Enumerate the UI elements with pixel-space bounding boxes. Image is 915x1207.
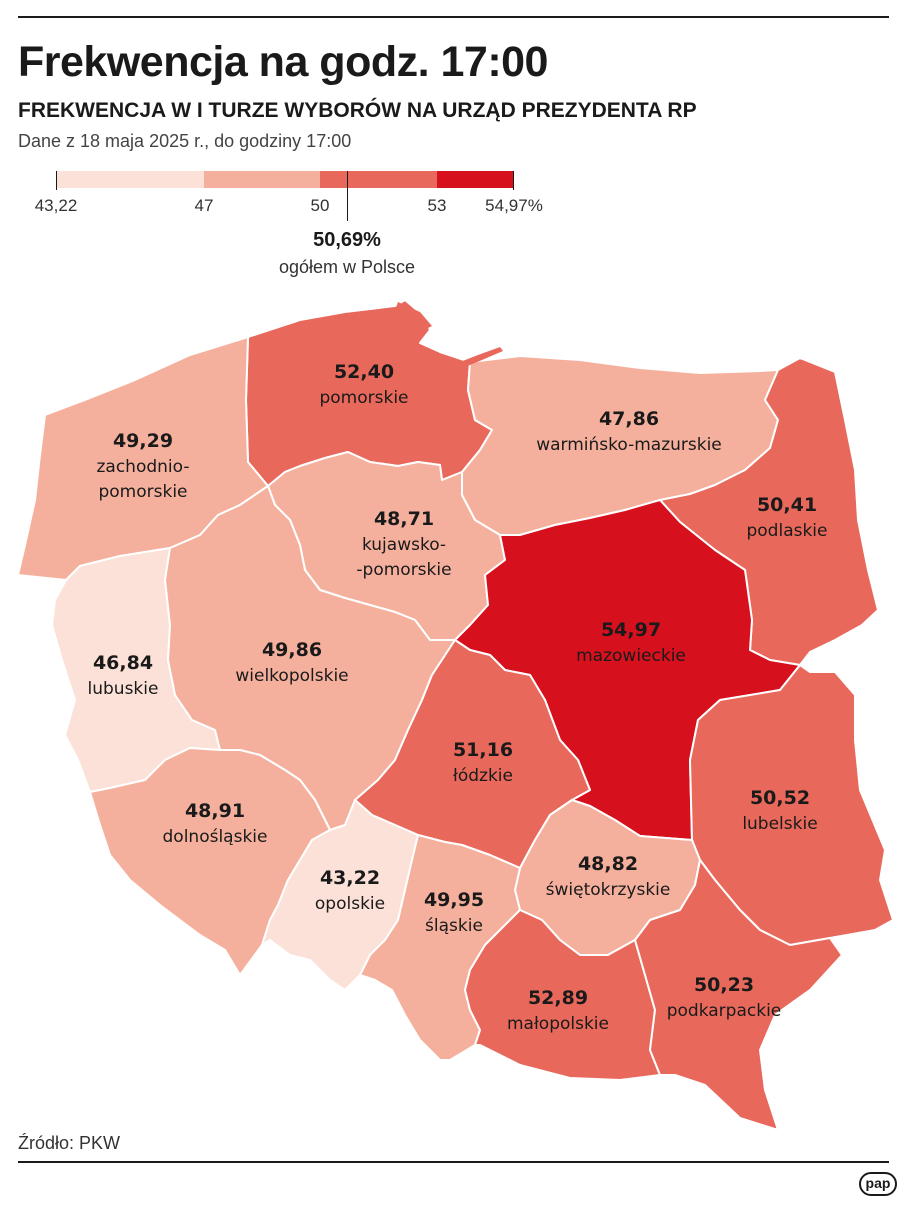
legend-bin-4 — [437, 171, 514, 188]
value-kujawsko-pomorskie: 48,71 — [374, 508, 434, 530]
name-dolnoslaskie: dolnośląskie — [163, 827, 268, 847]
value-swietokrzyskie: 48,82 — [578, 853, 638, 875]
average-value: 50,69% — [313, 229, 381, 251]
name-lubelskie: lubelskie — [742, 814, 817, 834]
legend-bin-1 — [56, 171, 204, 188]
name-kujawsko-pomorskie-line2: -pomorskie — [356, 560, 451, 580]
name-mazowieckie: mazowieckie — [576, 646, 686, 666]
legend-label: 53 — [427, 196, 447, 215]
value-mazowieckie: 54,97 — [601, 619, 661, 641]
bottom-rule — [18, 1161, 889, 1163]
value-slaskie: 49,95 — [424, 889, 484, 911]
value-lubelskie: 50,52 — [750, 787, 810, 809]
name-slaskie: śląskie — [425, 916, 483, 936]
value-pomorskie: 52,40 — [334, 361, 394, 383]
name-zachodniopomorskie-line1: zachodnio- — [96, 457, 189, 477]
legend-label: 47 — [194, 196, 214, 215]
legend-bin-2 — [204, 171, 320, 188]
name-warminsko-mazurskie: warmińsko-mazurskie — [536, 435, 722, 455]
top-rule — [18, 16, 889, 18]
name-podkarpackie: podkarpackie — [667, 1001, 782, 1021]
legend-label: 54,97% — [485, 196, 543, 215]
value-warminsko-mazurskie: 47,86 — [599, 408, 659, 430]
value-zachodniopomorskie: 49,29 — [113, 430, 173, 452]
hel-peninsula — [396, 302, 432, 330]
name-swietokrzyskie: świętokrzyskie — [546, 880, 671, 900]
vistula-spit — [460, 347, 503, 367]
source-note: Źródło: PKW — [18, 1133, 121, 1153]
value-opolskie: 43,22 — [320, 867, 380, 889]
name-pomorskie: pomorskie — [319, 388, 408, 408]
name-podlaskie: podlaskie — [746, 521, 827, 541]
average-marker — [347, 171, 348, 221]
legend-bin-3 — [320, 171, 437, 188]
date-note: Dane z 18 maja 2025 r., do godziny 17:00 — [18, 131, 352, 151]
region-malopolskie — [464, 909, 661, 1081]
legend-label: 50 — [310, 196, 330, 215]
average-label: ogółem w Polsce — [278, 257, 416, 277]
value-wielkopolskie: 49,86 — [262, 639, 322, 661]
name-kujawsko-pomorskie-line1: kujawsko- — [362, 535, 446, 555]
legend-tick — [56, 171, 57, 190]
page-title: Frekwencja na godz. 17:00 — [18, 38, 548, 86]
legend-tick — [513, 171, 514, 190]
name-wielkopolskie: wielkopolskie — [235, 666, 348, 686]
value-podlaskie: 50,41 — [757, 494, 817, 516]
region-opolskie — [261, 799, 419, 991]
name-malopolskie: małopolskie — [507, 1014, 609, 1034]
value-dolnoslaskie: 48,91 — [185, 800, 245, 822]
legend-label: 43,22 — [34, 196, 78, 215]
pap-logo: pap — [859, 1172, 897, 1196]
value-podkarpackie: 50,23 — [694, 974, 754, 996]
value-lodzkie: 51,16 — [453, 739, 513, 761]
region-podkarpackie — [634, 859, 843, 1131]
name-zachodniopomorskie-line2: pomorskie — [98, 482, 187, 502]
name-lubuskie: lubuskie — [88, 679, 159, 699]
page-subtitle: FREKWENCJA W I TURZE WYBORÓW NA URZĄD PR… — [18, 99, 697, 122]
value-lubuskie: 46,84 — [93, 652, 153, 674]
value-malopolskie: 52,89 — [528, 987, 588, 1009]
name-lodzkie: łódzkie — [453, 766, 513, 786]
poland-map: 52,40 pomorskie 49,29 zachodnio- pomorsk… — [17, 300, 894, 1131]
name-opolskie: opolskie — [315, 894, 385, 914]
